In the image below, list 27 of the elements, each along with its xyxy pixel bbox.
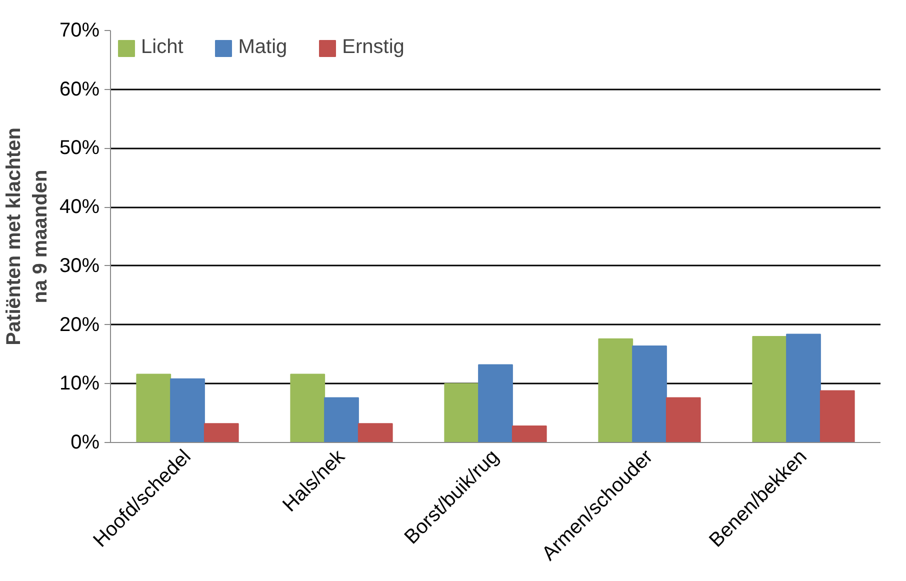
bar (136, 374, 172, 442)
bar (512, 426, 547, 442)
bar (170, 378, 205, 442)
bar (786, 334, 821, 442)
legend-label: Ernstig (342, 36, 404, 59)
y-tick-label: 70% (59, 20, 100, 42)
bar (358, 423, 393, 442)
y-tick-label: 50% (59, 137, 100, 160)
bar (204, 423, 239, 442)
bar (444, 383, 480, 442)
y-axis-title: Patiënten met klachten na 9 maanden (3, 128, 52, 346)
bar (324, 397, 359, 442)
bar (632, 345, 667, 442)
bar (820, 390, 855, 442)
legend-label: Matig (238, 36, 288, 59)
y-tick-label: 10% (59, 372, 100, 395)
bar (598, 338, 634, 442)
y-tick-label: 30% (59, 254, 100, 277)
bar (290, 374, 326, 442)
y-tick-label: 40% (59, 196, 100, 218)
bar (752, 336, 788, 442)
bar (666, 397, 701, 442)
legend-label: Licht (141, 36, 184, 59)
y-tick-label: 0% (70, 432, 100, 454)
y-tick-label: 60% (59, 78, 100, 100)
bar (478, 364, 513, 442)
y-tick-label: 20% (59, 314, 100, 336)
